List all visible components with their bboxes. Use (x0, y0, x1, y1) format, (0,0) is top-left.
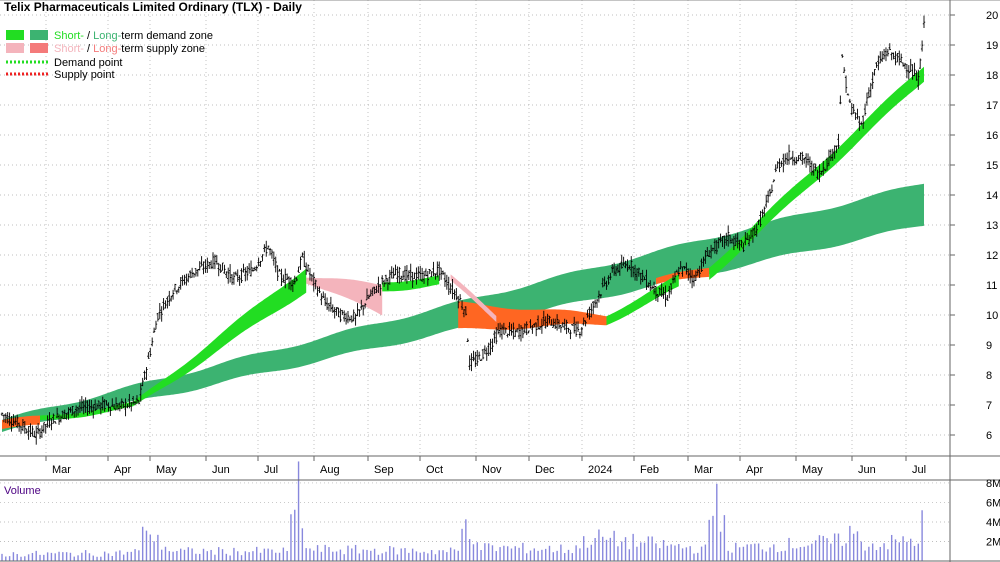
legend-demand-point: Demand point (6, 57, 123, 69)
month-tick-label: Apr (114, 464, 131, 476)
month-tick-label: Jun (858, 464, 876, 476)
legend-supply-long-label: Long- (93, 43, 121, 55)
short-term-demand-zone (606, 274, 679, 326)
short-term-supply-zone (450, 274, 497, 322)
price-tick-label: 8 (986, 370, 992, 382)
volume-tick-label: 6M (986, 497, 1000, 509)
short-term-supply-zone (306, 277, 383, 316)
price-tick-label: 18 (986, 70, 998, 82)
price-tick-label: 11 (986, 280, 997, 292)
month-tick-label: Jul (264, 464, 278, 476)
legend-supply-zone-text: Short- / Long-term supply zone (54, 43, 205, 55)
price-tick-label: 16 (986, 130, 998, 142)
price-tick-label: 9 (986, 340, 992, 352)
candles-layer (0, 15, 926, 445)
month-tick-label: Jul (912, 464, 926, 476)
short-term-demand-zone (40, 401, 134, 421)
price-tick-label: 20 (986, 10, 998, 22)
legend-swatch-long-supply (30, 43, 48, 53)
legend-supply-point-text: Supply point (54, 69, 115, 81)
legend-supply-point: Supply point (6, 69, 115, 81)
long-term-supply-zone (458, 301, 607, 330)
price-tick-label: 12 (986, 250, 998, 262)
price-tick-label: 7 (986, 400, 992, 412)
legend-demand-zone-text: Short- / Long-term demand zone (54, 30, 213, 42)
price-tick-label: 6 (986, 430, 992, 442)
legend-swatch-short-supply (6, 43, 24, 53)
volume-axis-labels: 2M 4M 6M 8M (986, 478, 1000, 549)
legend-swatch-long-demand (30, 30, 48, 40)
short-term-demand-zone (382, 275, 440, 292)
price-tick-label: 14 (986, 190, 998, 202)
legend-supply-zone: Short- / Long-term supply zone (6, 43, 205, 55)
volume-tick-label: 2M (986, 536, 1000, 548)
legend-demand-zone: Short- / Long-term demand zone (6, 30, 213, 42)
price-tick-label: 13 (986, 220, 998, 232)
chart-title: Telix Pharmaceuticals Limited Ordinary (… (4, 0, 302, 14)
legend-demand-text: term demand zone (121, 30, 213, 42)
legend-supply-sep: / (84, 43, 93, 55)
legend-swatch-short-demand (6, 30, 24, 40)
legend-supply-text: term supply zone (121, 43, 205, 55)
short-term-demand-zone (709, 66, 924, 280)
legend-supply-short-label: Short- (54, 43, 84, 55)
month-tick-label: May (802, 464, 823, 476)
price-tick-label: 17 (986, 100, 998, 112)
month-tick-label: Feb (640, 464, 659, 476)
month-tick-label: Nov (482, 464, 502, 476)
price-tick-label: 10 (986, 310, 998, 322)
legend: Short- / Long-term demand zone Short- / … (6, 30, 213, 81)
month-tick-label: Apr (746, 464, 763, 476)
month-tick-label: Mar (694, 464, 713, 476)
month-tick-label: Sep (374, 464, 394, 476)
legend-demand-short-label: Short- (54, 30, 84, 42)
legend-demand-point-text: Demand point (54, 57, 123, 69)
month-tick-label: 2024 (588, 464, 612, 476)
month-axis-labels: Mar Apr May Jun Jul Aug Sep Oct Nov Dec 2024 Feb Mar… (45, 456, 926, 476)
volume-tick-label: 8M (986, 478, 1000, 490)
short-term-demand-zone (133, 268, 307, 407)
month-tick-label: Dec (535, 464, 555, 476)
month-tick-label: May (156, 464, 177, 476)
price-axis-labels: 6 7 8 9 10 11 12 13 14 15 16 17 18 19 20 (950, 10, 998, 442)
price-tick-label: 19 (986, 40, 998, 52)
volume-bars-layer (1, 461, 923, 561)
price-tick-label: 15 (986, 160, 998, 172)
month-tick-label: Aug (320, 464, 340, 476)
legend-demand-long-label: Long- (93, 30, 121, 42)
month-tick-label: Mar (52, 464, 71, 476)
month-tick-label: Oct (426, 464, 443, 476)
legend-demand-sep: / (84, 30, 93, 42)
volume-tick-label: 4M (986, 517, 1000, 529)
volume-panel-title: Volume (4, 485, 41, 497)
month-tick-label: Jun (212, 464, 230, 476)
